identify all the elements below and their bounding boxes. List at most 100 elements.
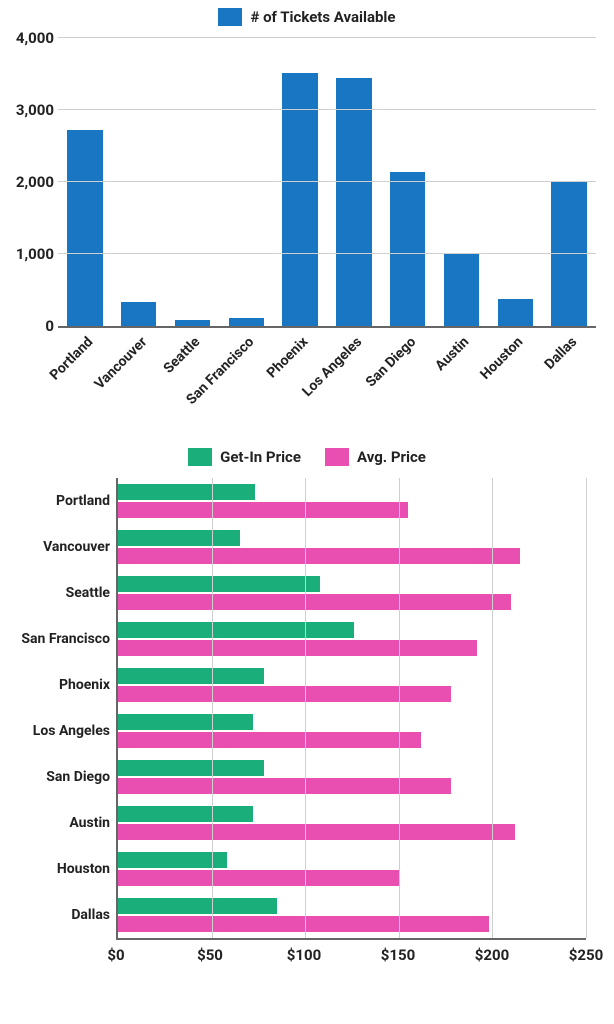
chart1-bar xyxy=(67,130,103,326)
chart1-bar-column xyxy=(542,38,596,326)
chart2-row-label: Houston xyxy=(57,861,118,877)
chart1-gridline xyxy=(58,109,596,110)
chart2-row: Los Angeles xyxy=(118,708,586,754)
chart2-plot-area: PortlandVancouverSeattleSan FranciscoPho… xyxy=(116,478,586,940)
chart2-bar-avg xyxy=(118,686,451,702)
chart2-row: Portland xyxy=(118,478,586,524)
chart2-xtick: $0 xyxy=(107,946,124,964)
chart1-gridline xyxy=(58,181,596,182)
chart2-xtick: $150 xyxy=(381,946,415,964)
chart1-xlabel: Austin xyxy=(435,328,489,438)
legend-item-tickets: # of Tickets Available xyxy=(218,8,395,26)
chart1-x-axis-labels: PortlandVancouverSeattleSan FranciscoPho… xyxy=(58,328,596,438)
chart1-bar-column xyxy=(381,38,435,326)
chart1-bar-column xyxy=(273,38,327,326)
chart2-gridline xyxy=(399,478,400,938)
chart1-xlabel: San Diego xyxy=(381,328,435,438)
chart2-xtick: $50 xyxy=(197,946,223,964)
chart1-bar xyxy=(390,172,426,326)
chart2-bar-avg xyxy=(118,870,399,886)
chart1-bar xyxy=(229,318,265,326)
chart1-bar-column xyxy=(327,38,381,326)
chart2-bar-avg xyxy=(118,548,520,564)
chart2-bar-avg xyxy=(118,640,477,656)
chart1-gridline xyxy=(58,253,596,254)
chart2-bar-getin xyxy=(118,806,253,822)
chart2-bar-getin xyxy=(118,852,227,868)
chart2-row-label: Los Angeles xyxy=(33,723,118,739)
chart2-bar-getin xyxy=(118,668,264,684)
chart2-row-label: Portland xyxy=(56,493,118,509)
chart1-ytick: 1,000 xyxy=(8,245,54,263)
legend-swatch xyxy=(325,448,349,466)
chart2-row: Dallas xyxy=(118,892,586,938)
legend-item: Avg. Price xyxy=(325,448,426,466)
tickets-available-chart: # of Tickets Available 01,0002,0003,0004… xyxy=(8,8,606,328)
chart1-gridline xyxy=(58,37,596,38)
chart2-bar-avg xyxy=(118,732,421,748)
legend-item: Get-In Price xyxy=(188,448,301,466)
chart1-xlabel: Vancouver xyxy=(112,328,166,438)
chart2-gridline xyxy=(586,478,587,938)
chart1-legend: # of Tickets Available xyxy=(8,8,606,26)
legend-swatch xyxy=(188,448,212,466)
chart2-row: Houston xyxy=(118,846,586,892)
chart2-gridline xyxy=(492,478,493,938)
chart2-x-axis-labels: $0$50$100$150$200$250 xyxy=(116,940,586,970)
chart2-bar-avg xyxy=(118,502,408,518)
chart1-bar-column xyxy=(488,38,542,326)
chart2-row-label: San Diego xyxy=(46,769,118,785)
chart2-xtick: $100 xyxy=(287,946,321,964)
chart2-bar-avg xyxy=(118,594,511,610)
chart2-row-label: Seattle xyxy=(66,585,118,601)
chart1-y-axis-labels: 01,0002,0003,0004,000 xyxy=(8,38,54,326)
chart1-bar xyxy=(175,320,211,326)
chart2-bar-getin xyxy=(118,576,320,592)
chart2-row-label: Austin xyxy=(69,815,118,831)
chart2-row: San Francisco xyxy=(118,616,586,662)
chart1-bar xyxy=(121,302,157,326)
chart2-xtick: $250 xyxy=(569,946,603,964)
chart1-bar xyxy=(444,254,480,326)
legend-label: Get-In Price xyxy=(220,448,301,466)
legend-label: # of Tickets Available xyxy=(250,8,395,26)
chart2-bar-getin xyxy=(118,714,253,730)
chart2-gridline xyxy=(305,478,306,938)
chart2-bar-avg xyxy=(118,778,451,794)
chart2-row-label: Phoenix xyxy=(59,677,118,693)
chart2-row: Phoenix xyxy=(118,662,586,708)
chart1-bar-column xyxy=(435,38,489,326)
chart2-bar-getin xyxy=(118,760,264,776)
chart1-xlabel: Houston xyxy=(488,328,542,438)
chart2-bar-avg xyxy=(118,916,489,932)
chart1-ytick: 2,000 xyxy=(8,173,54,191)
chart2-bar-getin xyxy=(118,622,354,638)
chart1-bar-column xyxy=(219,38,273,326)
chart1-bar xyxy=(498,299,534,326)
chart2-row: Austin xyxy=(118,800,586,846)
chart2-bar-avg xyxy=(118,824,515,840)
chart2-xtick: $200 xyxy=(475,946,509,964)
chart1-plot-area: 01,0002,0003,0004,000 xyxy=(58,38,596,328)
chart1-bar-column xyxy=(58,38,112,326)
chart2-bar-getin xyxy=(118,484,255,500)
chart1-bar xyxy=(282,73,318,326)
legend-label: Avg. Price xyxy=(357,448,426,466)
chart2-row-label: Dallas xyxy=(71,907,118,923)
chart1-xlabel: San Francisco xyxy=(219,328,273,438)
chart1-xlabel: Dallas xyxy=(542,328,596,438)
chart2-row: San Diego xyxy=(118,754,586,800)
chart1-ytick: 4,000 xyxy=(8,29,54,47)
chart2-row-label: San Francisco xyxy=(21,631,118,647)
chart2-row-label: Vancouver xyxy=(43,539,118,555)
chart1-ytick: 0 xyxy=(8,317,54,335)
legend-swatch xyxy=(218,8,242,26)
chart2-legend: Get-In Price Avg. Price xyxy=(8,448,606,466)
chart1-bar xyxy=(336,78,372,326)
chart1-bar-column xyxy=(166,38,220,326)
chart2-row: Vancouver xyxy=(118,524,586,570)
chart2-bar-getin xyxy=(118,530,240,546)
chart2-bar-getin xyxy=(118,898,277,914)
chart1-bars xyxy=(58,38,596,326)
chart1-bar-column xyxy=(112,38,166,326)
